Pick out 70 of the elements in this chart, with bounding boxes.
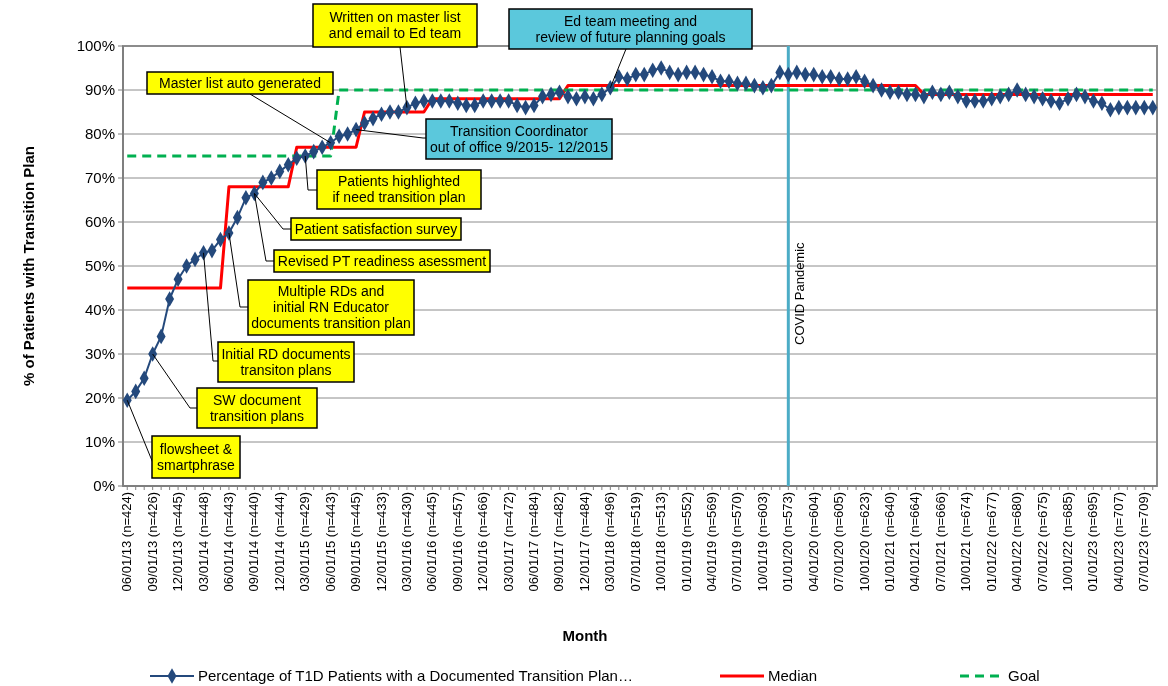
y-tick-label: 20% <box>84 389 115 407</box>
y-tick-label: 100% <box>76 37 115 55</box>
x-tick-label: 09/01/14 (n=440) <box>246 492 262 592</box>
x-tick-label: 04/01/21 (n=664) <box>907 492 923 592</box>
callout-box: Master list auto generated <box>146 71 334 144</box>
x-tick-label: 12/01/14 (n=444) <box>271 492 287 592</box>
y-tick-label: 0% <box>93 477 115 495</box>
x-tick-label: 10/01/18 (n=513) <box>653 492 669 592</box>
y-tick-label: 70% <box>84 169 115 187</box>
annotation: Patients highlighted if need transition plan <box>332 173 466 206</box>
y-tick-label: 60% <box>84 213 115 231</box>
x-tick-label: 04/01/20 (n=604) <box>805 492 821 592</box>
annotation: Multiple RDs and initial RN Educator documents transition plan <box>251 283 411 332</box>
x-tick-label: 09/01/15 (n=445) <box>348 492 364 592</box>
y-tick-label: 80% <box>84 125 115 143</box>
x-tick-label: 10/01/19 (n=603) <box>754 492 770 592</box>
y-axis-title: % of Patients with Transition Plan <box>20 145 37 387</box>
x-tick-label: 06/01/15 (n=443) <box>322 492 338 592</box>
x-tick-label: 09/01/13 (n=426) <box>144 492 160 592</box>
x-tick-label: 01/01/22 (n=677) <box>983 492 999 592</box>
x-axis-title: Month <box>562 627 608 644</box>
x-tick-label: 07/01/20 (n=605) <box>831 492 847 592</box>
x-tick-label: 06/01/13 (n=424) <box>119 492 135 592</box>
x-tick-label: 07/01/21 (n=666) <box>932 492 948 592</box>
x-tick-label: 01/01/20 (n=573) <box>780 492 796 592</box>
ref-line-label: COVID Pandemic <box>792 241 808 345</box>
x-tick-label: 03/01/16 (n=430) <box>398 492 414 592</box>
x-tick-label: 10/01/21 (n=674) <box>958 492 974 592</box>
x-tick-label: 07/01/22 (n=675) <box>1034 492 1050 592</box>
x-tick-label: 01/01/19 (n=552) <box>678 492 694 592</box>
x-tick-label: 03/01/14 (n=448) <box>195 492 211 592</box>
legend-label: Median <box>768 667 818 685</box>
x-tick-label: 09/01/16 (n=457) <box>449 492 465 592</box>
y-tick-label: 10% <box>84 433 115 451</box>
x-tick-label: 10/01/22 (n=685) <box>1060 492 1076 592</box>
annotation: Transition Coordinator out of office 9/2015- 12/2015 <box>430 122 609 155</box>
annotation: Written on master list and email to Ed team <box>328 9 462 42</box>
x-tick-label: 03/01/18 (n=496) <box>602 492 618 592</box>
y-tick-label: 90% <box>84 81 115 99</box>
y-tick-label: 30% <box>84 345 115 363</box>
x-tick-label: 12/01/13 (n=445) <box>170 492 186 592</box>
x-tick-label: 12/01/16 (n=466) <box>475 492 491 592</box>
x-tick-label: 07/01/18 (n=519) <box>627 492 643 592</box>
x-tick-label: 09/01/17 (n=482) <box>551 492 567 592</box>
x-tick-label: 01/01/21 (n=640) <box>882 492 898 592</box>
x-tick-label: 03/01/17 (n=472) <box>500 492 516 592</box>
y-tick-label: 50% <box>84 257 115 275</box>
annotation: flowsheet & smartphrase <box>157 440 236 473</box>
annotation: Revised PT readiness asessment <box>277 252 487 269</box>
annotation: Patient satisfaction survey <box>294 220 458 237</box>
x-tick-label: 06/01/16 (n=445) <box>424 492 440 592</box>
x-tick-label: 12/01/17 (n=484) <box>576 492 592 592</box>
x-tick-label: 03/01/15 (n=429) <box>297 492 313 592</box>
x-tick-label: 06/01/17 (n=484) <box>526 492 542 592</box>
x-tick-label: 04/01/23 (n=707) <box>1110 492 1126 592</box>
x-tick-label: 07/01/23 (n=709) <box>1136 492 1152 592</box>
annotation: SW document transition plans <box>209 391 305 424</box>
annotation: Master list auto generated <box>159 74 321 91</box>
x-tick-label: 04/01/19 (n=569) <box>704 492 720 592</box>
x-tick-label: 06/01/14 (n=443) <box>220 492 236 592</box>
x-tick-label: 01/01/23 (n=695) <box>1085 492 1101 592</box>
legend-label: Percentage of T1D Patients with a Documented Transition Plan… <box>198 667 633 685</box>
x-tick-label: 12/01/15 (n=433) <box>373 492 389 592</box>
y-tick-label: 40% <box>84 301 115 319</box>
legend-label: Goal <box>1008 667 1040 685</box>
x-tick-label: 07/01/19 (n=570) <box>729 492 745 592</box>
x-tick-label: 04/01/22 (n=680) <box>1009 492 1025 592</box>
annotation: Initial RD documents transiton plans <box>221 345 351 378</box>
annotation: Ed team meeting and review of future planning goals <box>535 12 726 45</box>
x-tick-label: 10/01/20 (n=623) <box>856 492 872 592</box>
